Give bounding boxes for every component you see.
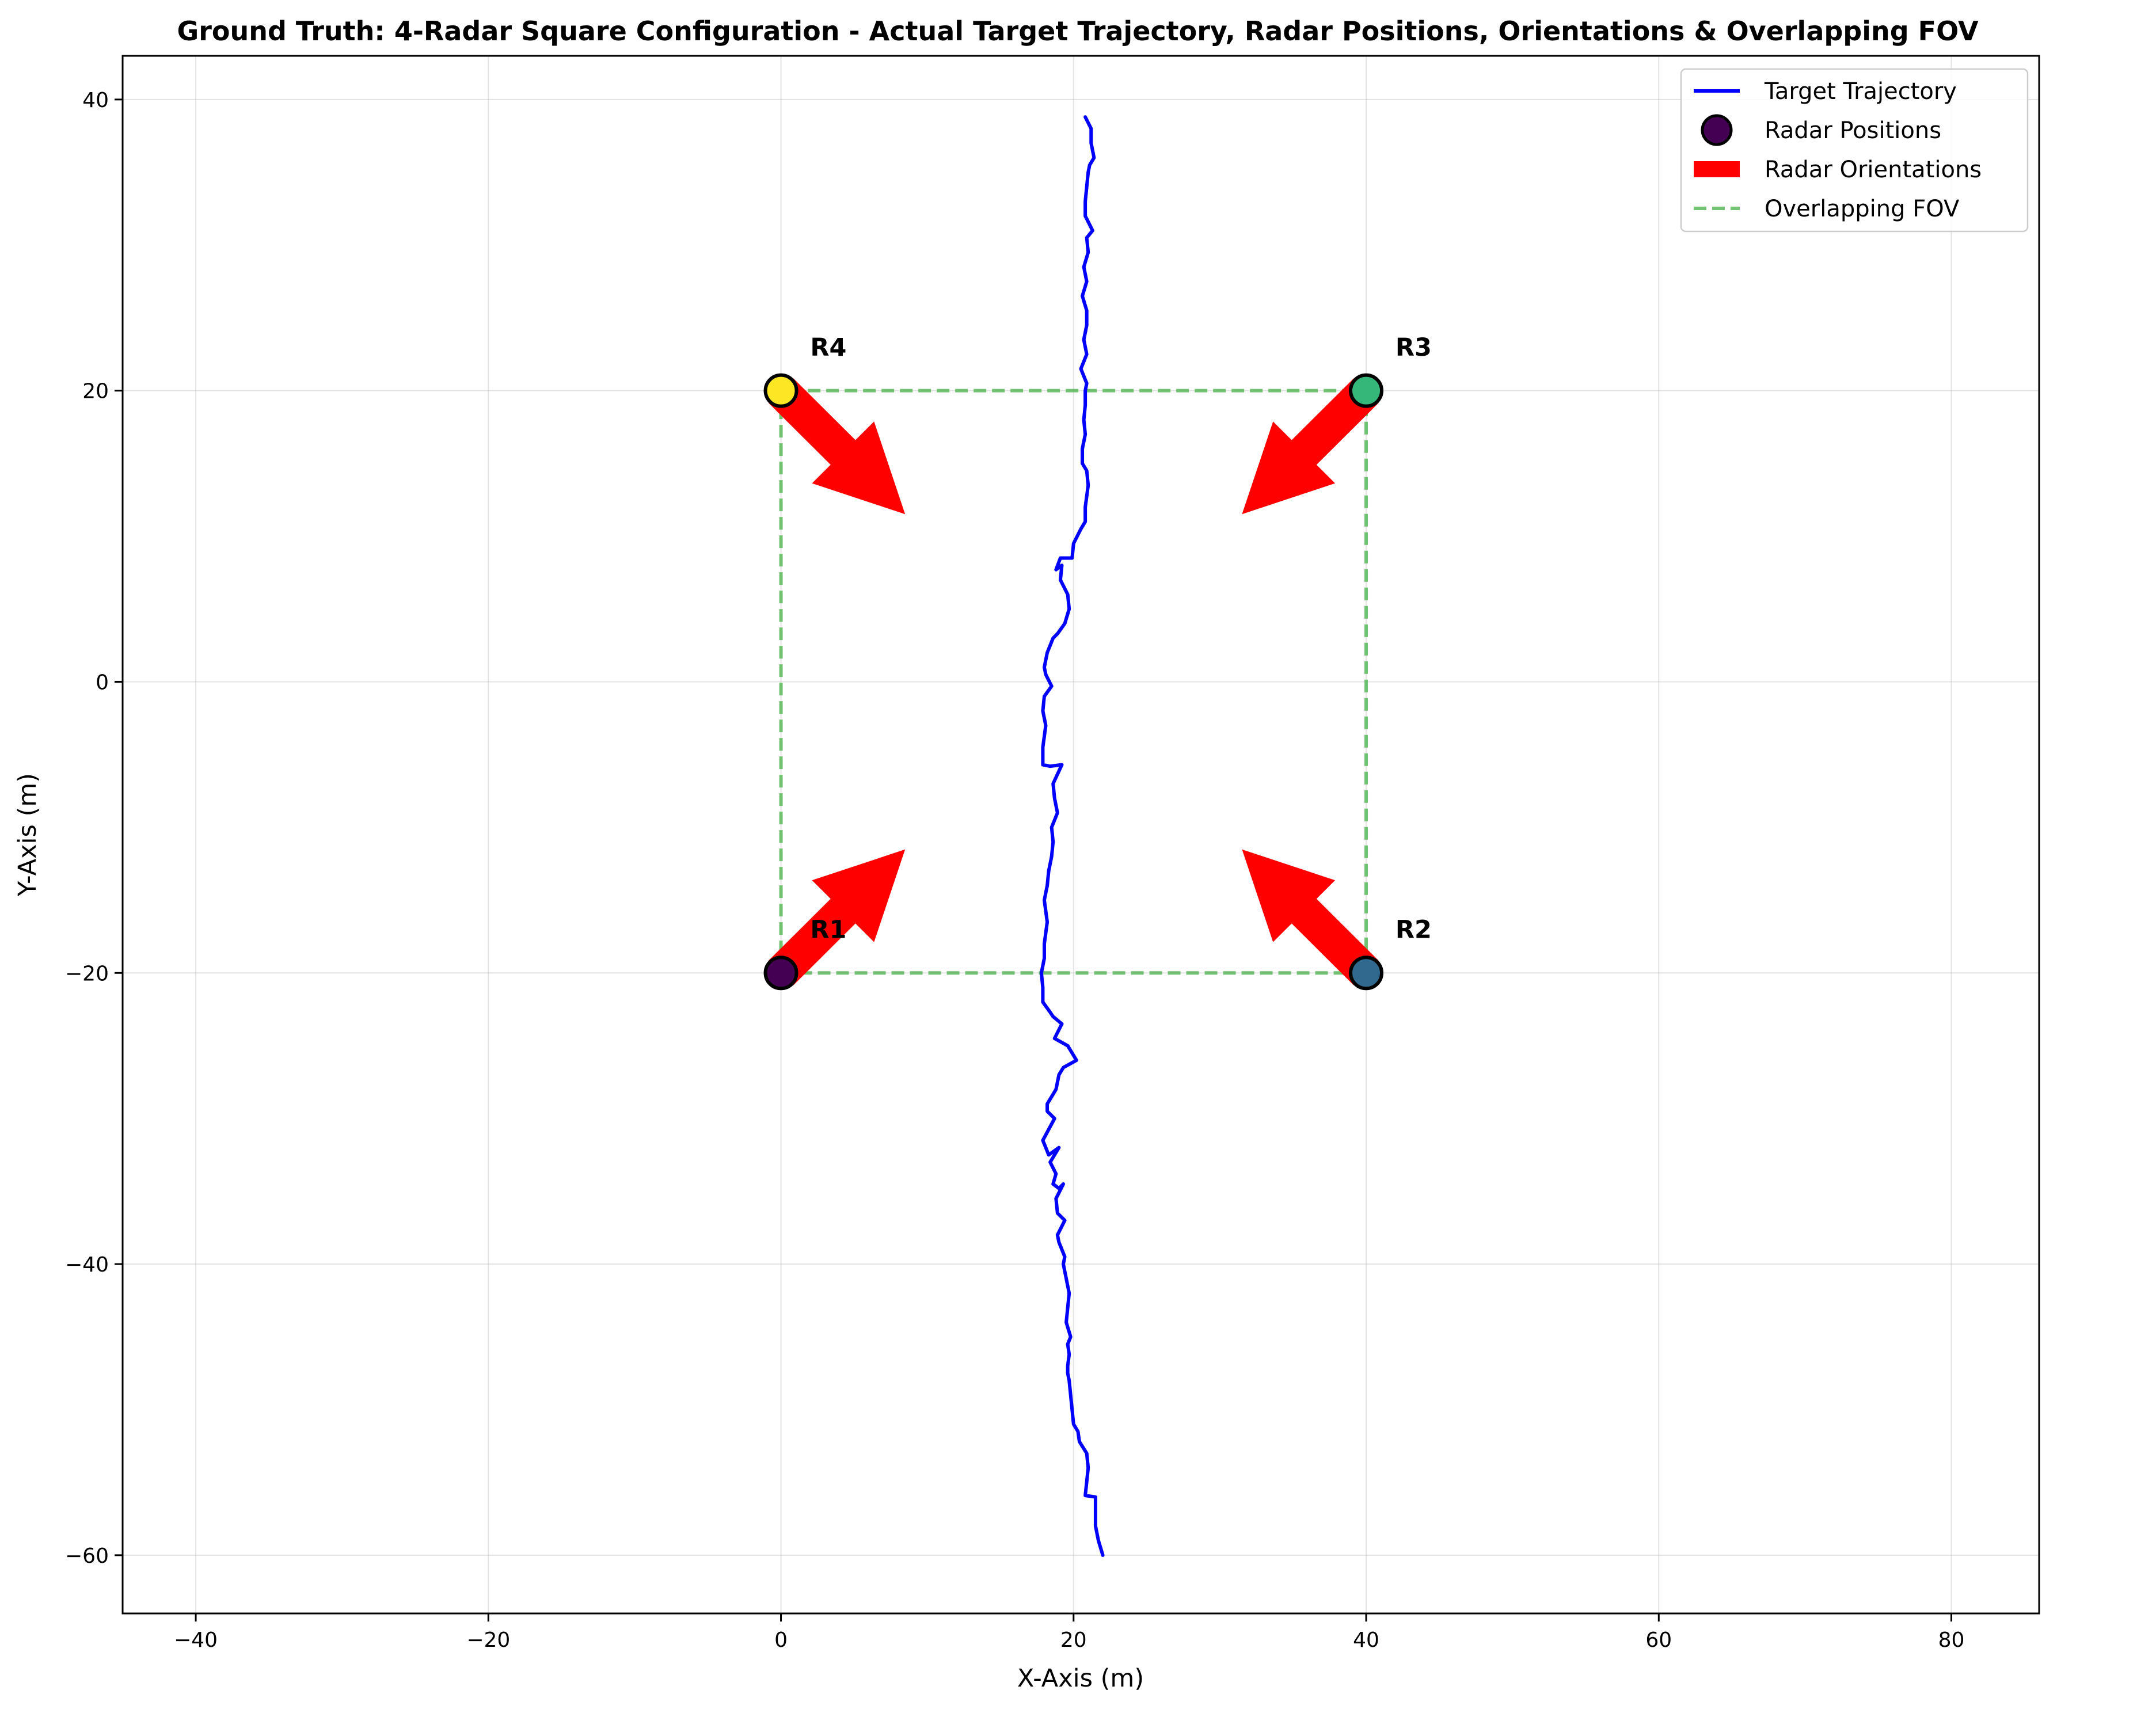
legend-item-radar-orientations: Radar Orientations <box>1765 157 1982 183</box>
x-tick-label: 60 <box>1645 1628 1672 1652</box>
y-tick-label: 0 <box>96 671 109 694</box>
y-tick-label: −40 <box>65 1253 109 1277</box>
radar-markers: R1 R2 R3 R4 <box>763 333 1432 991</box>
radar-label-r3: R3 <box>1395 333 1432 362</box>
x-tick-label: 20 <box>1060 1628 1087 1652</box>
radar-label-r2: R2 <box>1395 915 1432 944</box>
orientation-arrow-r4 <box>768 378 906 515</box>
radar-marker-r2 <box>1349 956 1384 991</box>
legend-box <box>1680 68 2029 233</box>
x-axis-label: X-Axis (m) <box>1017 1664 1144 1693</box>
plot-area <box>121 55 2040 1615</box>
orientation-arrows <box>768 378 1379 985</box>
chart-title: Ground Truth: 4-Radar Square Configurati… <box>177 16 1979 47</box>
x-tick-label: 40 <box>1353 1628 1379 1652</box>
x-tick-label: 80 <box>1938 1628 1965 1652</box>
x-tick-label: −20 <box>466 1628 510 1652</box>
radar-marker-r1 <box>763 956 798 991</box>
orientation-arrow-r3 <box>1242 378 1379 515</box>
y-axis-label: Y-Axis (m) <box>13 773 42 897</box>
y-tick-label: −20 <box>65 962 109 985</box>
x-tick-label: −40 <box>174 1628 218 1652</box>
target-trajectory-line <box>1039 115 1105 1557</box>
trajectory-layer <box>1039 115 1105 1557</box>
orientation-arrow-r2 <box>1242 849 1379 985</box>
axis-ticks: −40 −20 0 20 40 60 80 −60 −40 −20 0 20 40 <box>65 89 1964 1652</box>
y-tick-label: −60 <box>65 1544 109 1568</box>
radar-marker-r3 <box>1349 373 1384 408</box>
legend-item-trajectory: Target Trajectory <box>1764 78 1957 105</box>
radar-label-r4: R4 <box>810 333 846 362</box>
legend-item-radar-positions: Radar Positions <box>1765 117 1941 144</box>
orientation-arrow-r1 <box>768 849 906 985</box>
radar-label-r1: R1 <box>810 915 846 944</box>
legend-patch-swatch <box>1694 161 1740 177</box>
y-tick-label: 20 <box>82 380 109 404</box>
legend-item-overlapping-fov: Overlapping FOV <box>1765 196 1960 222</box>
legend-marker-swatch <box>1701 114 1733 146</box>
radar-marker-r4 <box>763 373 798 408</box>
y-tick-label: 40 <box>82 89 109 112</box>
legend: Target Trajectory Radar Positions Radar … <box>1680 68 2029 233</box>
x-tick-label: 0 <box>774 1628 788 1652</box>
